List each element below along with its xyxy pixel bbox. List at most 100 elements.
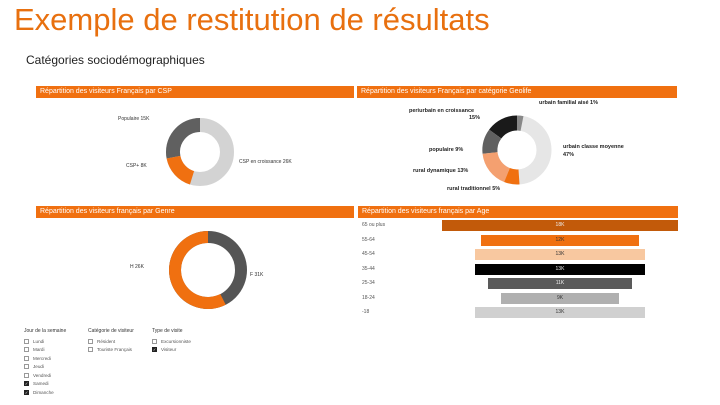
age-row: 35-44 13K xyxy=(358,263,678,275)
filter-type: Type de visite Excursionniste ✓ Visiteur xyxy=(152,328,191,354)
checkbox-icon[interactable] xyxy=(24,372,29,378)
panel-geolife-title: Répartition des visiteurs Français par c… xyxy=(357,86,677,98)
filter-option-label: Touriste Français xyxy=(97,347,132,353)
filter-option-label: Mardi xyxy=(33,347,45,353)
filter-option[interactable]: ✓ Dimanche xyxy=(24,388,66,397)
panel-genre: Répartition des visiteurs français par G… xyxy=(36,206,354,324)
age-row: 25-34 11K xyxy=(358,278,678,289)
geolife-label-urbain-classe: urbain classe moyenne xyxy=(563,144,624,150)
geolife-donut[interactable] xyxy=(357,98,677,198)
age-bar-value: 11K xyxy=(555,280,565,286)
filter-option[interactable]: Mercredi xyxy=(24,354,66,363)
genre-label-h: H 26K xyxy=(130,264,144,270)
csp-slice-cspplus[interactable] xyxy=(166,155,195,185)
geolife-label-urbain-familial: urbain familial aisé 1% xyxy=(539,100,598,106)
filter-option[interactable]: Mardi xyxy=(24,346,66,355)
filter-option[interactable]: Jeudi xyxy=(24,363,66,372)
checkbox-icon[interactable] xyxy=(24,355,29,361)
filter-option-label: Excursionniste xyxy=(161,338,191,344)
panel-csp: Répartition des visiteurs Français par C… xyxy=(36,86,354,198)
geolife-label-periurbain: periurbain en croissance xyxy=(409,108,475,114)
age-row: 55-64 12K xyxy=(358,234,678,246)
geolife-slice-rural-traditionnel[interactable] xyxy=(504,167,520,185)
age-row-label: 45-54 xyxy=(362,251,375,257)
age-row-label: 55-64 xyxy=(362,236,375,243)
age-row-label: -18 xyxy=(362,309,370,315)
geolife-slice-populaire[interactable] xyxy=(482,129,502,154)
csp-slice-populaire[interactable] xyxy=(166,118,201,159)
checkbox-icon[interactable] xyxy=(88,338,93,344)
filter-option[interactable]: ✓ Visiteur xyxy=(152,346,191,355)
csp-label-croissance: CSP en croissance 26K xyxy=(239,159,292,165)
geolife-slice-rural-dynamique[interactable] xyxy=(482,151,511,182)
filter-days-title: Jour de la semaine xyxy=(24,328,67,334)
checkbox-icon[interactable] xyxy=(24,364,29,370)
checkbox-checked-icon[interactable]: ✓ xyxy=(24,389,29,395)
age-bar[interactable]: 13K xyxy=(475,307,645,318)
age-row-label: 18-24 xyxy=(362,294,375,301)
genre-label-f: F 31K xyxy=(250,272,264,278)
filter-option[interactable]: Excursionniste xyxy=(152,337,191,346)
panel-csp-title: Répartition des visiteurs Français par C… xyxy=(36,86,354,98)
filter-type-title: Type de visite xyxy=(152,328,183,334)
checkbox-icon[interactable] xyxy=(24,347,29,353)
filter-option[interactable]: Lundi xyxy=(24,337,66,346)
csp-label-populaire: Populaire 15K xyxy=(118,116,150,122)
checkbox-icon[interactable] xyxy=(24,338,29,344)
filter-option-label: Samedi xyxy=(33,381,49,387)
age-row-label: 35-44 xyxy=(362,265,375,272)
slide-subtitle: Catégories sociodémographiques xyxy=(26,53,205,67)
filter-visitor-title: Catégorie de visiteur xyxy=(88,328,134,334)
checkbox-checked-icon[interactable]: ✓ xyxy=(152,347,157,353)
age-bar[interactable]: 13K xyxy=(475,263,645,275)
age-bar[interactable]: 11K xyxy=(488,278,632,289)
checkbox-icon[interactable] xyxy=(152,338,157,344)
geolife-label-rural-dynamique: rural dynamique 13% xyxy=(413,168,469,174)
checkbox-icon[interactable] xyxy=(88,347,93,353)
age-bar[interactable]: 12K xyxy=(480,234,640,246)
age-bar-value: 12K xyxy=(555,236,565,243)
age-bar-value: 13K xyxy=(555,265,565,272)
filter-option[interactable]: Vendredi xyxy=(24,371,66,380)
filter-option-label: Résident xyxy=(97,338,116,344)
age-bar[interactable]: 18K xyxy=(442,220,678,231)
age-bar-value: 18K xyxy=(555,222,565,228)
filter-option-label: Lundi xyxy=(33,338,45,344)
age-bar-value: 9K xyxy=(556,294,564,301)
age-row-label: 25-34 xyxy=(362,280,375,286)
age-row: 18-24 9K xyxy=(358,292,678,304)
filter-visitor: Catégorie de visiteur Résident Touriste F… xyxy=(88,328,134,354)
filters-area: Jour de la semaine Lundi Mardi Mercredi Jeu… xyxy=(24,328,224,400)
age-bar-value: 13K xyxy=(555,309,565,315)
genre-slice-h[interactable] xyxy=(169,231,226,309)
geolife-slice-urbain-familial[interactable] xyxy=(516,115,524,131)
age-row-label: 65 ou plus xyxy=(362,222,386,228)
geolife-slice-periurbain[interactable] xyxy=(489,115,518,139)
filter-option-label: Mercredi xyxy=(33,355,51,361)
csp-donut[interactable] xyxy=(36,98,354,198)
filter-option-label: Visiteur xyxy=(161,347,177,353)
slide-title: Exemple de restitution de résultats xyxy=(14,2,490,37)
age-bar[interactable]: 9K xyxy=(501,292,619,304)
filter-option[interactable]: Touriste Français xyxy=(88,346,134,355)
geolife-label-urbain-classe-pct: 47% xyxy=(563,152,575,158)
age-bar[interactable]: 13K xyxy=(475,249,645,260)
age-row: 45-54 13K xyxy=(358,249,678,260)
age-row: 65 ou plus 18K xyxy=(358,220,678,231)
filter-option-label: Dimanche xyxy=(33,389,54,395)
panel-geolife: Répartition des visiteurs Français par c… xyxy=(357,86,677,198)
panel-age: Répartition des visiteurs français par A… xyxy=(358,206,678,324)
geolife-label-periurbain-pct: 15% xyxy=(469,115,481,121)
csp-label-cspplus: CSP+ 8K xyxy=(126,163,147,169)
panel-age-title: Répartition des visiteurs français par A… xyxy=(358,206,678,218)
geolife-label-populaire: populaire 9% xyxy=(429,147,464,153)
filter-option-label: Vendredi xyxy=(33,372,52,378)
age-bar-value: 13K xyxy=(555,251,565,257)
filter-option[interactable]: ✓ Samedi xyxy=(24,380,66,389)
filter-option-label: Jeudi xyxy=(33,364,44,370)
checkbox-checked-icon[interactable]: ✓ xyxy=(24,381,29,387)
filter-days: Jour de la semaine Lundi Mardi Mercredi Jeu… xyxy=(24,328,66,397)
age-row: -18 13K xyxy=(358,307,678,318)
genre-donut[interactable] xyxy=(36,218,354,324)
filter-option[interactable]: Résident xyxy=(88,337,134,346)
